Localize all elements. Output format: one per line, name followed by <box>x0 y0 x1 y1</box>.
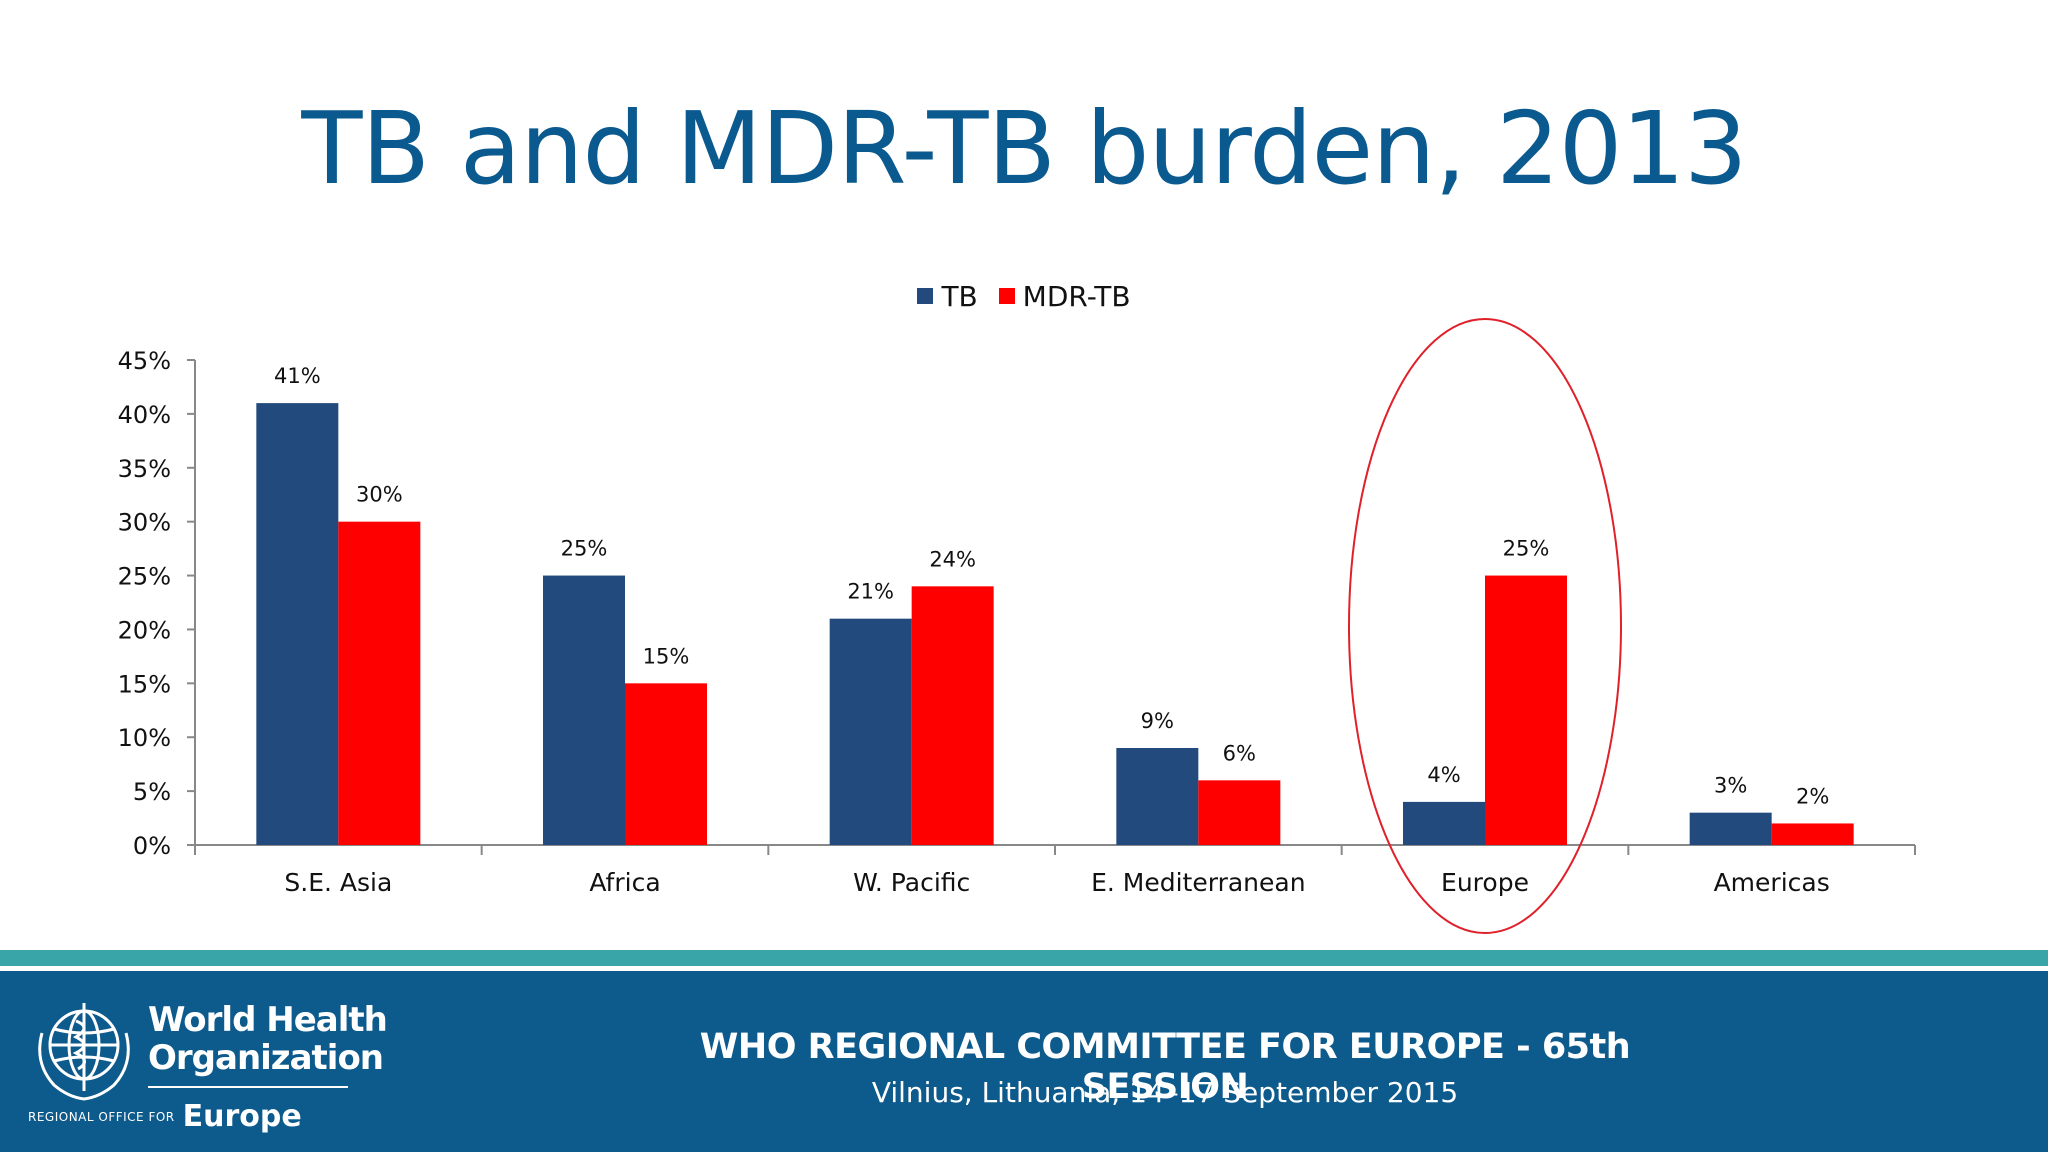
data-label-mdr-tb: 24% <box>929 547 976 571</box>
data-label-tb: 21% <box>847 580 894 604</box>
bar-mdr-tb <box>625 683 707 845</box>
bar-mdr-tb <box>1485 575 1567 845</box>
bar-tb <box>1403 801 1485 845</box>
data-label-tb: 4% <box>1427 763 1460 787</box>
data-label-tb: 3% <box>1714 774 1747 798</box>
x-tick-label: E. Mediterranean <box>1091 868 1305 897</box>
legend-swatch-mdr-tb <box>998 288 1015 304</box>
data-label-mdr-tb: 2% <box>1796 784 1829 808</box>
y-tick-label: 5% <box>133 778 171 806</box>
data-label-mdr-tb: 15% <box>643 644 690 668</box>
data-label-mdr-tb: 30% <box>356 483 403 507</box>
y-tick-label: 25% <box>118 563 171 591</box>
footer-banner: World Health Organization REGIONAL OFFIC… <box>0 971 2048 1152</box>
bar-tb <box>543 575 625 845</box>
bar-mdr-tb <box>338 521 421 845</box>
bar-tb <box>256 403 339 845</box>
x-tick-label: W. Pacific <box>853 868 970 897</box>
data-label-tb: 25% <box>561 537 608 561</box>
data-label-mdr-tb: 6% <box>1223 741 1256 765</box>
x-tick-label: Europe <box>1441 868 1529 897</box>
y-tick-label: 30% <box>118 509 171 537</box>
y-tick-label: 35% <box>118 455 171 483</box>
footer-accent-stripe <box>0 950 2048 966</box>
legend-label-tb: TB <box>941 280 978 313</box>
bar-tb <box>1689 812 1772 845</box>
legend-label-mdr-tb: MDR-TB <box>1022 280 1131 313</box>
bar-mdr-tb <box>1771 823 1854 845</box>
who-office-prefix: REGIONAL OFFICE FOR <box>28 1109 175 1124</box>
footer-divider <box>0 966 2048 971</box>
slide-title: TB and MDR-TB burden, 2013 <box>301 90 1747 207</box>
y-tick-label: 20% <box>118 616 171 644</box>
legend-entry-mdr-tb: MDR-TB <box>998 280 1131 313</box>
legend-entry-tb: TB <box>917 280 978 313</box>
x-tick-label: Africa <box>589 868 660 897</box>
bar-tb <box>1116 748 1199 845</box>
x-tick-label: Americas <box>1714 868 1830 897</box>
data-label-tb: 9% <box>1141 709 1174 733</box>
bar-chart: 0% 5% 10% 15% 20% 25% 30% 35% 40% 45% S.E. Asia 41%… <box>118 318 1916 934</box>
y-tick-label: 10% <box>118 724 171 752</box>
bar-tb <box>829 618 912 845</box>
who-regional-office: REGIONAL OFFICE FOR Europe <box>28 1099 302 1134</box>
bar-mdr-tb <box>1198 780 1281 845</box>
y-tick-label: 45% <box>118 347 171 375</box>
who-name-line-1: World Health <box>148 1000 388 1040</box>
data-label-tb: 41% <box>274 364 321 388</box>
highlight-ellipse <box>1348 318 1622 934</box>
who-name-line-2: Organization <box>148 1038 384 1078</box>
who-name: World Health Organization <box>148 1000 388 1078</box>
event-subtitle: Vilnius, Lithuania, 14–17 September 2015 <box>871 1076 1459 1109</box>
data-label-mdr-tb: 25% <box>1503 537 1550 561</box>
bar-mdr-tb <box>911 586 994 845</box>
y-tick-label: 40% <box>118 401 171 429</box>
chart-legend: TB MDR-TB <box>0 280 2048 313</box>
y-tick-label: 0% <box>133 832 171 860</box>
event-title: WHO REGIONAL COMMITTEE FOR EUROPE - 65th… <box>699 1027 1631 1107</box>
x-tick-label: S.E. Asia <box>284 868 392 897</box>
legend-swatch-tb <box>917 288 934 304</box>
who-emblem-icon <box>38 1003 130 1101</box>
who-logo-rule <box>148 1086 348 1088</box>
who-office-region: Europe <box>182 1099 302 1134</box>
y-tick-label: 15% <box>118 670 171 698</box>
